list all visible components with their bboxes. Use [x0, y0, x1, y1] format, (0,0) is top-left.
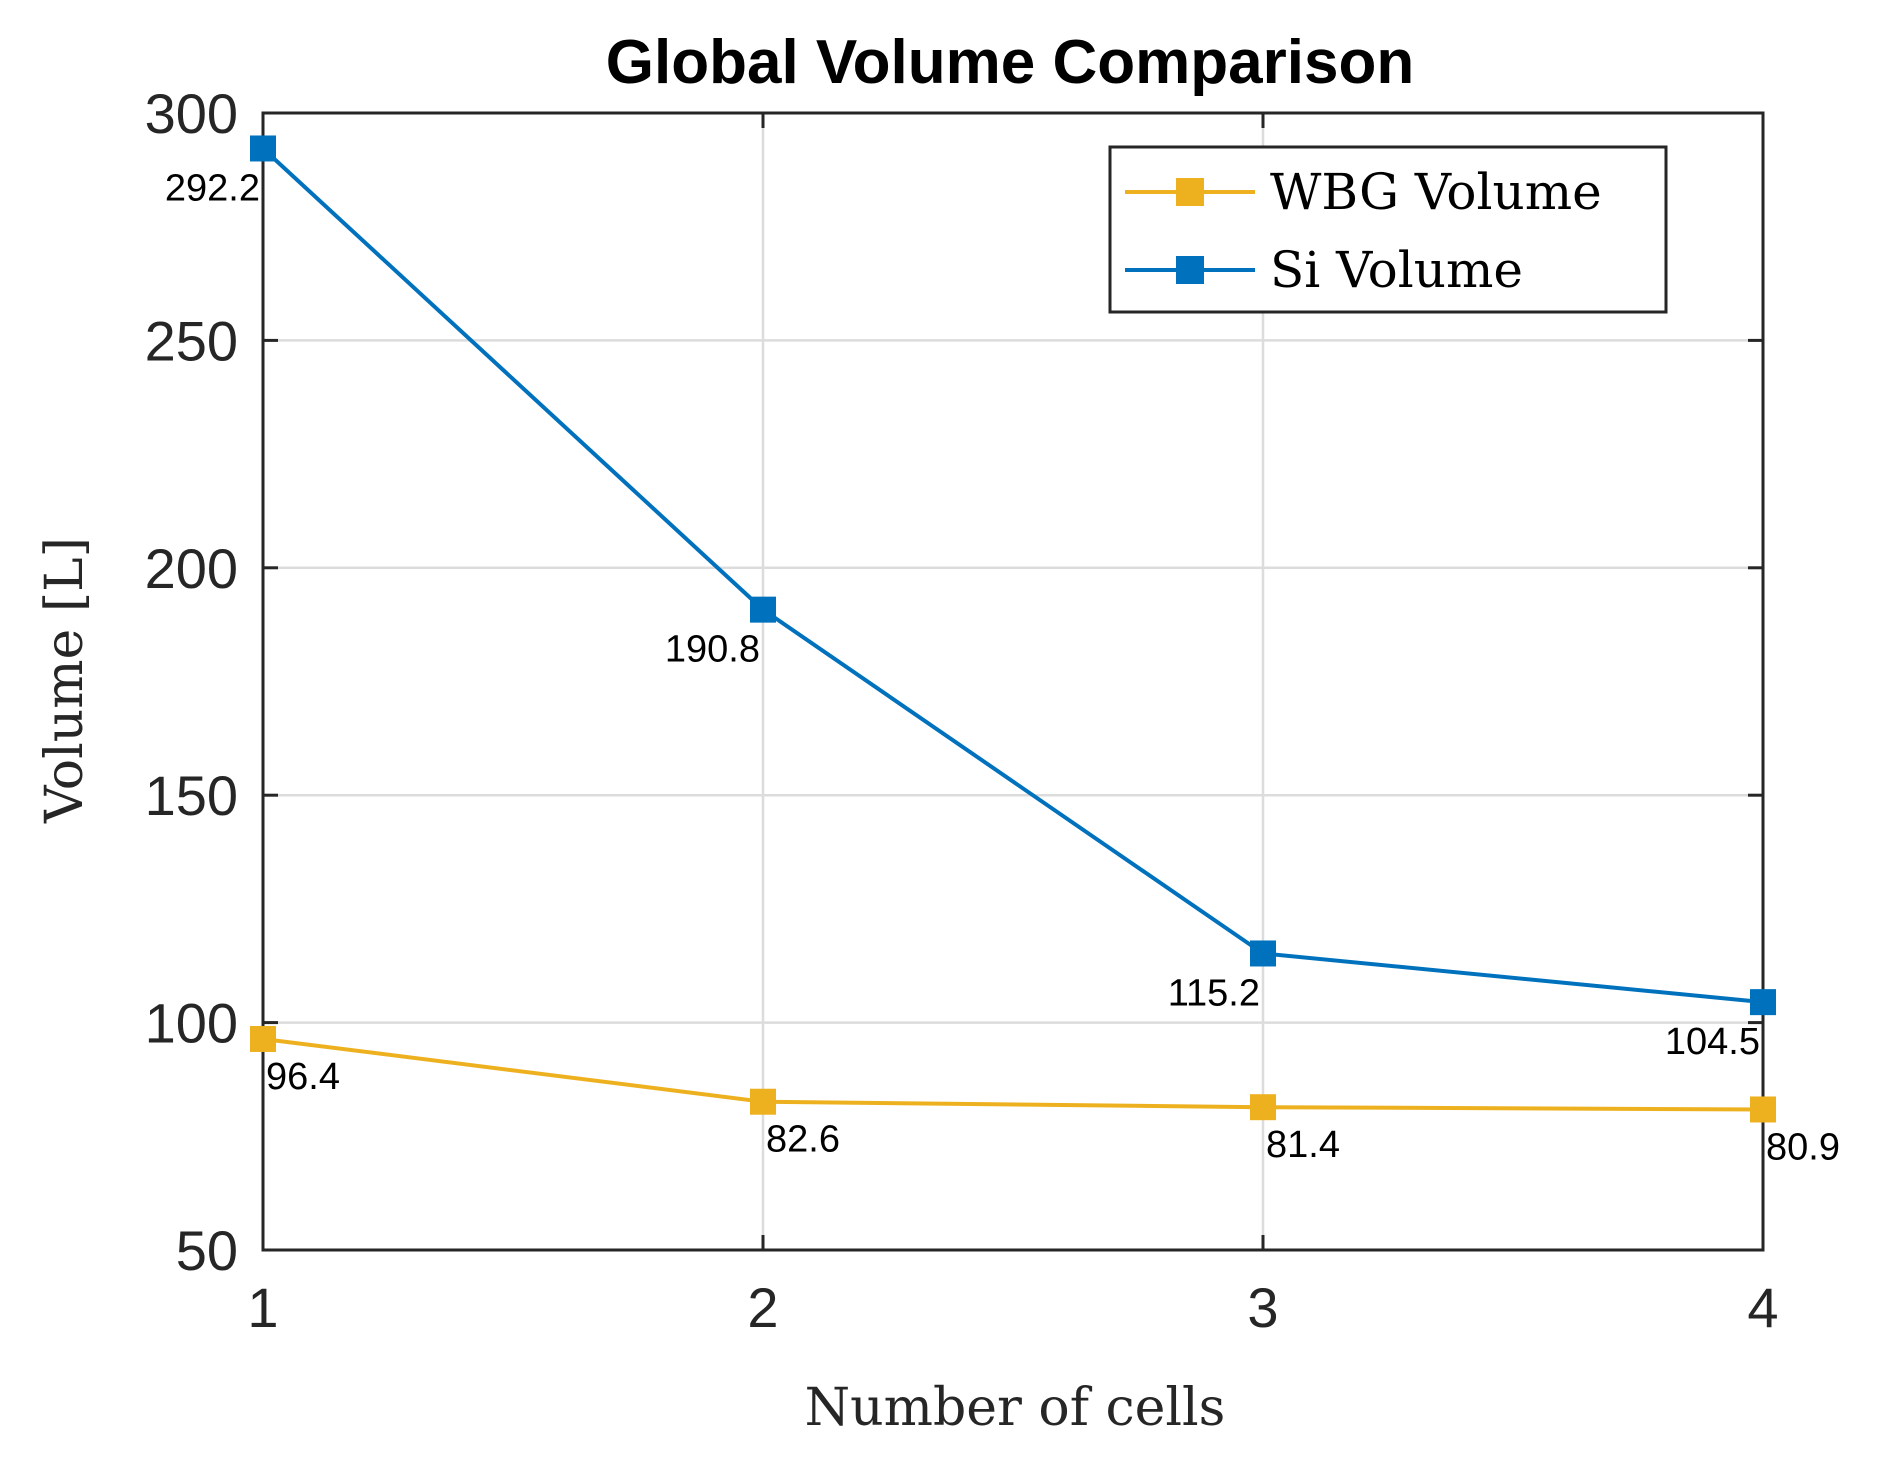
plot-area	[261, 111, 1765, 1252]
legend-box	[1108, 145, 1668, 314]
series-marker	[750, 1088, 776, 1115]
series-group	[250, 135, 1776, 1123]
x-tick-label: 2	[747, 1276, 778, 1339]
data-label: 82.6	[766, 1119, 840, 1161]
data-label: 81.4	[1266, 1124, 1340, 1166]
series-marker	[1750, 989, 1776, 1016]
y-tick-label: 50	[176, 1219, 238, 1282]
legend-marker	[1176, 178, 1204, 206]
data-label: 115.2	[1168, 972, 1260, 1014]
series-marker	[1250, 940, 1276, 967]
series-marker	[250, 1025, 276, 1052]
legend-label: WBG Volume	[1270, 163, 1602, 221]
data-label: 96.4	[266, 1056, 340, 1098]
series-marker	[1250, 1094, 1276, 1121]
x-axis-label: Number of cells	[805, 1378, 1226, 1438]
series-marker	[1750, 1096, 1776, 1123]
x-tick-label: 1	[247, 1276, 278, 1339]
y-tick-label: 100	[145, 992, 238, 1055]
legend-label: Si Volume	[1270, 241, 1523, 299]
axis-ticks: 1 2 3 4 50 100 150 200 250 300	[145, 82, 1779, 1339]
legend-marker	[1176, 256, 1204, 284]
y-tick-label: 150	[145, 764, 238, 827]
series-line-1	[261, 147, 1764, 1005]
y-tick-label: 200	[145, 537, 238, 600]
x-tick-label: 4	[1747, 1276, 1778, 1339]
x-tick-label: 3	[1247, 1276, 1278, 1339]
chart-title: Global Volume Comparison	[606, 28, 1414, 97]
y-tick-label: 250	[145, 309, 238, 372]
data-label: 104.5	[1665, 1021, 1760, 1063]
y-tick-label: 300	[145, 82, 238, 145]
series-marker	[750, 596, 776, 623]
y-axis-label: Volume [L]	[35, 537, 95, 824]
legend: WBG Volume Si Volume	[1108, 145, 1668, 314]
data-label: 80.9	[1766, 1126, 1840, 1168]
series-line-0	[262, 1036, 1764, 1112]
series-marker	[250, 135, 276, 162]
data-label: 190.8	[665, 629, 760, 671]
data-labels: 96.4 82.6 81.4 80.9 292.2 190.8 115.2 104.5	[165, 167, 1840, 1168]
data-label: 292.2	[165, 167, 260, 209]
